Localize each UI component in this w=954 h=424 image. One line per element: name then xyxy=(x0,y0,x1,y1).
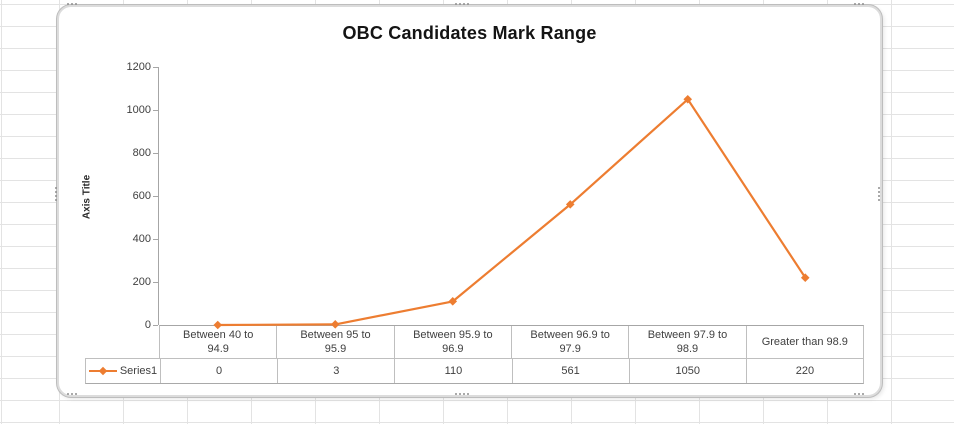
category-label-line: Greater than 98.9 xyxy=(761,335,848,348)
y-axis-tick-label: 0 xyxy=(144,319,151,331)
y-axis-tick-label: 600 xyxy=(132,190,151,202)
series-marker[interactable] xyxy=(448,297,458,306)
value-cell: 3 xyxy=(277,359,394,383)
value-cell: 561 xyxy=(511,359,629,383)
chart-resize-handle-top-right[interactable] xyxy=(854,3,864,5)
y-axis-tick-mark xyxy=(153,282,158,283)
legend-series-key-icon xyxy=(88,366,117,376)
value-cell: 110 xyxy=(394,359,511,383)
category-cell: Between 40 to 94.9 xyxy=(160,326,276,358)
value-cell: 220 xyxy=(745,359,863,383)
legend-cell[interactable]: Series1 xyxy=(86,359,160,383)
y-axis-tick-mark xyxy=(153,153,158,154)
category-cell: Between 95 to 95.9 xyxy=(276,326,393,358)
embedded-chart[interactable]: OBC Candidates Mark Range Axis Title 0 20… xyxy=(55,3,882,397)
value-cell: 1050 xyxy=(628,359,746,383)
chart-resize-handle-left[interactable] xyxy=(55,187,57,201)
category-cell: Between 96.9 to 97.9 xyxy=(510,326,628,358)
category-label-line: Between 97.9 to xyxy=(647,328,728,341)
category-cell: Between 95.9 to 96.9 xyxy=(393,326,511,358)
category-label-line: Between 96.9 to xyxy=(530,328,610,341)
data-table-category-row: Between 40 to 94.9 Between 95 to 95.9 Betwee… xyxy=(159,325,864,358)
category-cell: Greater than 98.9 xyxy=(745,326,863,358)
chart-resize-handle-bottom-left[interactable] xyxy=(67,393,77,395)
chart-title[interactable]: OBC Candidates Mark Range xyxy=(342,23,597,43)
category-label-line: 98.9 xyxy=(676,343,699,355)
chart-resize-handle-top-left[interactable] xyxy=(67,3,77,5)
category-label-line: 96.9 xyxy=(442,343,464,355)
y-axis-tick-mark xyxy=(153,196,158,197)
category-label-line: Between 40 to xyxy=(182,328,254,341)
series-marker[interactable] xyxy=(800,273,810,282)
legend-series-label: Series1 xyxy=(119,365,158,377)
chart-resize-handle-right[interactable] xyxy=(878,187,880,201)
y-axis-tick-label: 400 xyxy=(132,233,151,245)
chart-resize-handle-bottom[interactable] xyxy=(455,393,469,395)
value-cell: 0 xyxy=(160,359,277,383)
y-axis-tick-label: 1200 xyxy=(126,61,151,73)
chart-resize-handle-top[interactable] xyxy=(455,3,469,5)
y-axis-tick-mark xyxy=(153,110,158,111)
data-table-values-row[interactable]: Series1 0 3 110 561 1050 220 xyxy=(85,358,864,384)
y-axis-tick-mark xyxy=(153,239,158,240)
category-label-line: 94.9 xyxy=(207,343,229,355)
series-marker[interactable] xyxy=(213,320,223,330)
y-axis-tick-label: 200 xyxy=(132,276,151,288)
y-axis-tick-label: 800 xyxy=(132,147,151,159)
category-label-line: 95.9 xyxy=(324,343,347,355)
series-marker[interactable] xyxy=(683,94,693,104)
chart-resize-handle-bottom-right[interactable] xyxy=(854,393,864,395)
y-axis-tick-mark xyxy=(153,67,158,68)
category-cell: Between 97.9 to 98.9 xyxy=(628,326,745,358)
category-label-line: Between 95 to xyxy=(300,328,371,341)
series-marker[interactable] xyxy=(330,320,340,329)
y-axis-tick-mark xyxy=(153,325,158,326)
plot-area[interactable] xyxy=(59,7,880,395)
category-label-line: 97.9 xyxy=(559,343,581,355)
category-label-line: Between 95.9 to xyxy=(413,328,493,341)
y-axis-line xyxy=(158,67,159,325)
y-axis-tick-label: 1000 xyxy=(126,104,151,116)
series-line[interactable] xyxy=(217,98,807,327)
